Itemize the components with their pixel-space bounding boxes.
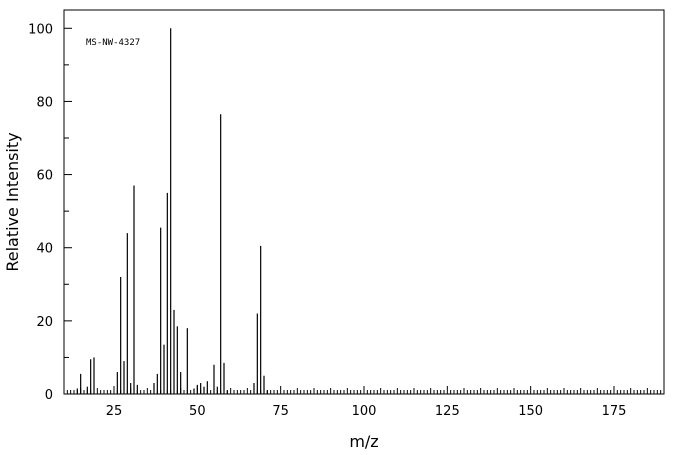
y-tick-label: 60 (36, 169, 53, 184)
spectrum-id-annotation: MS-NW-4327 (86, 38, 140, 48)
x-axis-label: m/z (349, 432, 378, 451)
y-tick-label: 100 (28, 22, 53, 37)
x-tick-label: 25 (106, 404, 123, 419)
x-tick-label: 125 (435, 404, 460, 419)
x-axis: 25 50 75 100 125 150 175 (66, 386, 662, 419)
plot-frame (63, 9, 665, 395)
y-tick-label: 0 (45, 388, 53, 403)
y-axis-label: Relative Intensity (3, 132, 22, 271)
y-tick-label: 80 (36, 95, 53, 110)
x-tick-label: 75 (272, 404, 289, 419)
x-tick-label: 150 (518, 404, 543, 419)
x-tick-label: 50 (189, 404, 206, 419)
peak-series (76, 28, 268, 394)
x-tick-label: 100 (352, 404, 377, 419)
x-tick-label: 175 (602, 404, 627, 419)
y-axis: 0 20 40 60 80 100 (28, 22, 72, 403)
y-tick-label: 40 (36, 242, 53, 257)
y-tick-label: 20 (36, 315, 53, 330)
